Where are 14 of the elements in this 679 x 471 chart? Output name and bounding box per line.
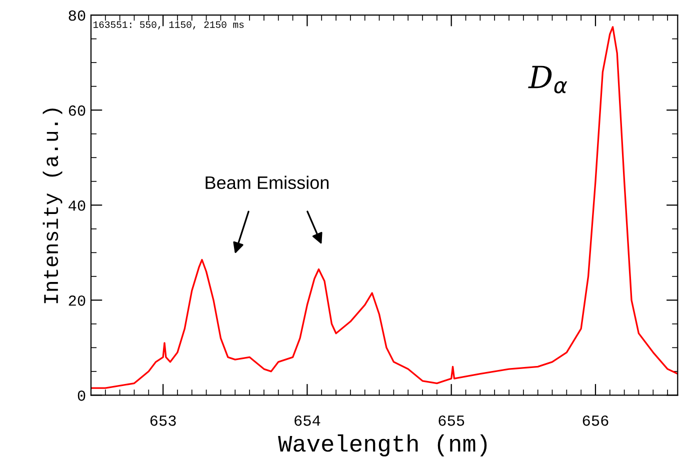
x-tick-label: 653	[150, 415, 176, 426]
x-tick-label: 655	[438, 415, 464, 426]
x-tick-label: 654	[294, 415, 320, 426]
y-tick-label: 40	[68, 200, 86, 211]
annotation: D$_{α}$	[528, 66, 568, 94]
y-tick-label: 60	[68, 105, 86, 116]
x-tick-label: 656	[582, 415, 608, 426]
annotation: Beam Emission	[206, 176, 329, 190]
y-tick-label: 20	[68, 295, 86, 306]
y-tick-label: 80	[68, 10, 86, 21]
y-tick-label: 0	[78, 390, 86, 401]
x-axis-title: Wavelength (nm)	[278, 434, 487, 456]
annotation: 163551: 550, 1150, 2150 ms	[93, 21, 244, 30]
y-axis-title: Intensity (a.u.)	[42, 108, 62, 304]
